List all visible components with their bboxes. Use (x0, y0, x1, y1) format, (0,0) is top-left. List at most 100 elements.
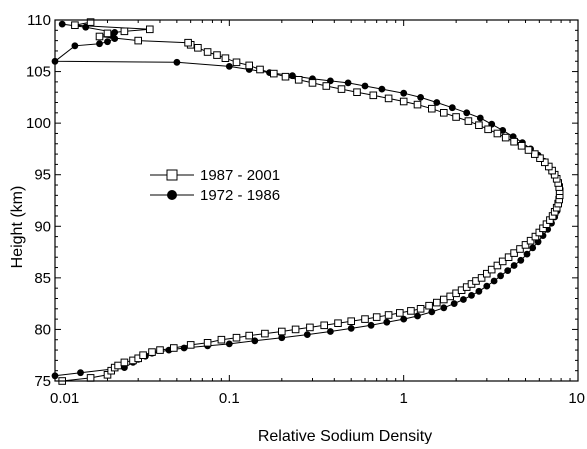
series-0-point-82 (413, 100, 422, 109)
series-0-point-84 (384, 94, 393, 103)
series-0-point-76 (484, 125, 492, 134)
series-0-point-89 (308, 79, 317, 87)
plot-frame (54, 19, 579, 382)
x-tick-label-2: 1 (399, 390, 407, 407)
series-0-point-49 (526, 236, 535, 245)
series-0-point-50 (531, 232, 540, 241)
y-axis-title: Height (km) (9, 186, 26, 269)
series-1-point-54 (476, 114, 484, 122)
series-0-point-68 (541, 158, 549, 167)
series-1-point-56 (448, 104, 456, 112)
series-line-1 (53, 23, 561, 377)
series-0-point-67 (545, 162, 553, 171)
series-0-point-23 (334, 319, 342, 327)
series-0-point-74 (501, 133, 510, 142)
series-0-point-1 (86, 374, 95, 382)
series-1-point-69 (173, 58, 181, 66)
y-tick-label-0: 75 (34, 373, 51, 390)
series-1-point-20 (428, 308, 436, 316)
series-1-point-58 (417, 94, 424, 101)
series-1-point-16 (367, 321, 375, 329)
series-1-point-73 (104, 38, 111, 46)
series-1-point-17 (383, 318, 391, 326)
series-0-point-106 (146, 25, 154, 34)
series-1-point-25 (475, 287, 483, 295)
series-0-point-20 (291, 325, 300, 334)
series-0-point-48 (521, 241, 530, 249)
series-1-point-28 (497, 272, 504, 280)
series-0-point-21 (306, 323, 314, 332)
series-0-point-46 (510, 249, 518, 257)
series-1-point-71 (71, 42, 79, 50)
series-0-point-87 (337, 85, 346, 93)
series-0-point-22 (320, 321, 328, 330)
series-1-point-78 (58, 20, 66, 28)
series-1-point-13 (303, 331, 311, 338)
x-tick-label-1: 0.1 (219, 390, 240, 407)
series-1-point-1 (77, 369, 84, 377)
y-tick-label-2: 85 (34, 270, 51, 287)
series-0-point-25 (361, 315, 369, 323)
series-0-point-101 (184, 38, 192, 47)
series-0-point-69 (536, 154, 544, 162)
series-0-point-19 (278, 327, 286, 336)
series-0-point-90 (294, 76, 303, 84)
x-axis-title: Relative Sodium Density (258, 428, 432, 444)
x-tick-label-3: 10 (568, 390, 585, 407)
series-0-point-107 (71, 21, 79, 29)
series-0-point-93 (256, 65, 264, 74)
series-0-point-24 (347, 317, 355, 325)
series-0-point-81 (428, 104, 436, 113)
series-1-point-22 (450, 300, 458, 307)
series-0-point-70 (531, 150, 539, 158)
series-1-point-30 (510, 262, 518, 269)
series-1-point-21 (440, 304, 448, 312)
series-0-point-31 (425, 301, 433, 310)
series-1-point-8 (180, 344, 188, 352)
series-0-point-11 (156, 346, 164, 354)
series-1-point-59 (400, 89, 408, 97)
series-0-point-10 (148, 348, 156, 356)
series-0-point-17 (245, 331, 253, 340)
y-tick-label-7: 110 (27, 12, 51, 29)
series-0-point-104 (103, 29, 112, 38)
series-1-point-15 (347, 325, 355, 332)
series-0-point-108 (86, 18, 95, 26)
series-0-point-15 (217, 335, 226, 344)
series-0-point-80 (440, 109, 448, 117)
series-0-point-85 (369, 91, 378, 100)
series-0-point-97 (213, 51, 221, 59)
series-0-point-29 (407, 307, 415, 315)
series-1-point-23 (460, 296, 467, 303)
series-0-point-40 (477, 274, 486, 282)
series-0-point-27 (384, 311, 393, 319)
series-0-point-41 (483, 269, 491, 278)
series-0-point-96 (221, 54, 230, 63)
series-0-point-92 (270, 69, 278, 78)
series-0-point-72 (517, 142, 526, 150)
series-0-point-44 (498, 257, 507, 266)
series-0-point-95 (232, 58, 241, 67)
series-0-point-103 (95, 32, 104, 41)
series-0-point-91 (281, 72, 290, 81)
series-0-point-28 (396, 309, 404, 317)
series-1-point-11 (251, 337, 259, 345)
series-0-point-42 (487, 265, 496, 274)
series-1-point-12 (278, 334, 286, 342)
series-1-point-76 (111, 29, 119, 36)
y-tick-label-4: 95 (34, 167, 51, 184)
series-1-point-29 (504, 267, 512, 274)
series-0-point-78 (464, 117, 473, 125)
series-1-point-32 (523, 250, 531, 258)
y-tick-label-3: 90 (34, 218, 51, 235)
series-0-point-98 (203, 48, 212, 56)
series-0-point-99 (194, 44, 202, 52)
series-0-point-77 (475, 121, 483, 130)
series-1-point-62 (344, 79, 352, 87)
series-0-point-45 (504, 253, 513, 261)
series-0-point-9 (139, 351, 147, 359)
series-1-point-60 (378, 85, 386, 93)
